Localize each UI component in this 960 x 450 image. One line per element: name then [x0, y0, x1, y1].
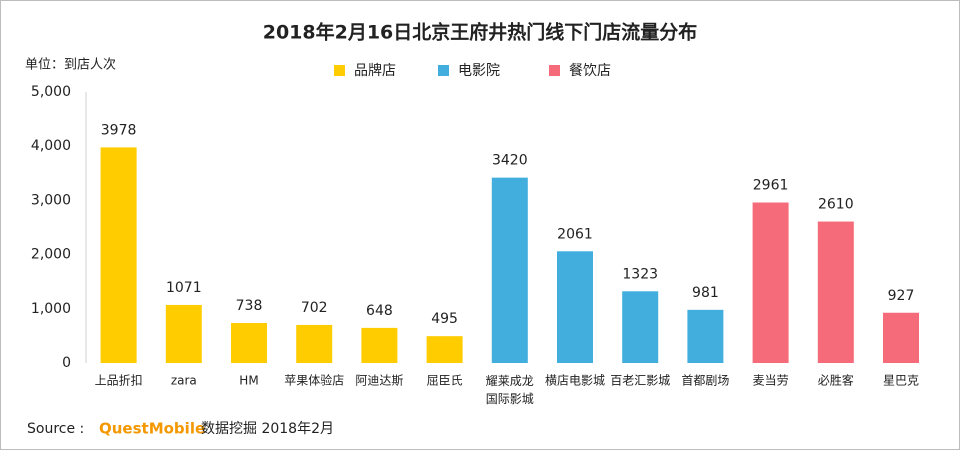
bar	[426, 336, 463, 363]
legend-swatch	[334, 65, 345, 76]
x-tick-label: 苹果体验店	[284, 373, 344, 388]
value-label: 1323	[622, 266, 658, 282]
bar	[752, 202, 789, 363]
value-label: 738	[236, 298, 263, 314]
x-tick-label: zara	[171, 374, 197, 388]
legend-label: 电影院	[458, 63, 500, 79]
x-tick-label: 耀莱成龙国际影城	[486, 374, 534, 406]
bar	[296, 324, 333, 363]
y-tick-label: 5,000	[31, 84, 71, 100]
x-tick-label: 星巴克	[883, 374, 919, 388]
chart-title: 2018年2月16日北京王府井热门线下门店流量分布	[263, 21, 698, 44]
value-label: 3420	[492, 153, 528, 169]
x-tick-label: 横店电影城	[545, 374, 605, 388]
legend-label: 品牌店	[354, 62, 396, 79]
bar	[622, 291, 659, 363]
bar	[883, 312, 919, 363]
x-tick-label: 麦当劳	[753, 374, 789, 388]
value-label: 2610	[818, 197, 854, 213]
x-tick-label: 屈臣氏	[427, 374, 463, 388]
x-tick-label: 百老汇影城	[610, 374, 670, 388]
source-label: Source :	[27, 421, 84, 437]
bar	[165, 304, 202, 363]
x-tick-label: 必胜客	[818, 373, 854, 388]
x-tick-label: 首都剧场	[681, 374, 729, 388]
value-label: 648	[366, 303, 393, 319]
y-tick-label: 0	[62, 355, 71, 371]
y-tick-label: 1,000	[31, 301, 71, 317]
bar	[817, 221, 854, 363]
source-text: 数据挖掘 2018年2月	[201, 421, 334, 437]
y-tick-label: 4,000	[31, 138, 71, 154]
value-label: 2061	[557, 226, 593, 242]
bar	[557, 251, 593, 363]
bar	[231, 323, 267, 363]
x-tick-label: 上品折扣	[95, 373, 143, 388]
x-tick-label: HM	[239, 374, 258, 388]
legend-swatch	[549, 65, 560, 76]
value-label: 927	[888, 288, 915, 304]
source-brand: QuestMobile	[99, 420, 205, 438]
value-label: 2961	[753, 178, 789, 194]
legend-label: 餐饮店	[569, 63, 611, 79]
value-label: 3978	[101, 122, 137, 138]
value-label: 702	[301, 300, 328, 316]
y-axis-label: 单位：到店人次	[25, 57, 116, 73]
bar	[687, 309, 724, 363]
x-tick-label: 阿迪达斯	[355, 374, 403, 388]
y-tick-label: 2,000	[31, 247, 71, 263]
y-tick-label: 3,000	[31, 192, 71, 208]
bar	[361, 327, 398, 363]
value-label: 1071	[166, 280, 202, 296]
bar	[100, 147, 137, 363]
value-label: 981	[692, 285, 719, 301]
value-label: 495	[431, 311, 458, 327]
legend-swatch	[438, 65, 449, 76]
bar	[491, 177, 528, 363]
